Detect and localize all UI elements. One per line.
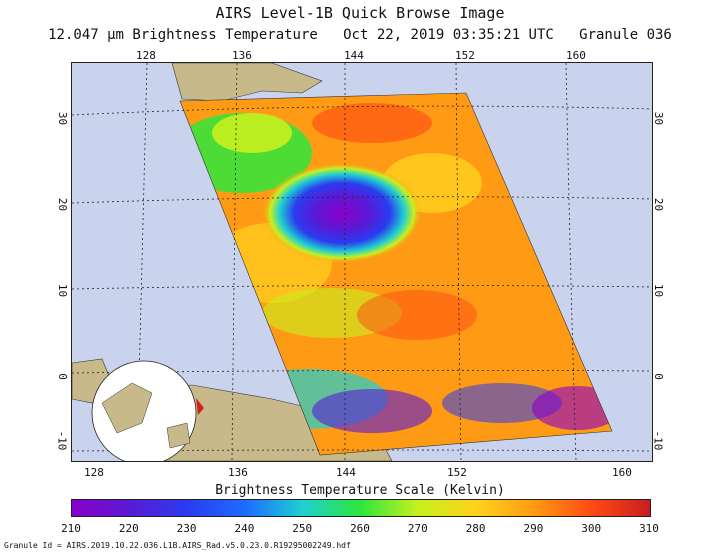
bottom-lon-label: 136 — [228, 466, 248, 479]
bottom-lon-label: 152 — [447, 466, 467, 479]
top-lon-label: 136 — [232, 49, 252, 62]
top-lon-label: 152 — [455, 49, 475, 62]
image-subtitle: 12.047 μm Brightness Temperature Oct 22,… — [48, 27, 672, 43]
typhoon-core — [262, 163, 422, 263]
colorbar-tick-label: 240 — [234, 522, 255, 535]
colorbar-tick-label: 300 — [581, 522, 602, 535]
temperature-colorbar — [71, 499, 651, 517]
bottom-lon-label: 144 — [336, 466, 356, 479]
colorbar-tick-label: 220 — [118, 522, 139, 535]
colorbar-tick-label: 310 — [639, 522, 659, 535]
top-lon-label: 144 — [344, 49, 364, 62]
colorbar-tick-label: 290 — [523, 522, 544, 535]
left-lat-label: 30 — [56, 111, 70, 126]
bottom-lon-label: 160 — [612, 466, 632, 479]
colorbar-tick-label: 260 — [350, 522, 370, 535]
image-title: AIRS Level-1B Quick Browse Image — [215, 4, 505, 22]
left-lat-label: -10 — [55, 430, 69, 451]
top-lon-label: 128 — [136, 49, 156, 62]
bottom-lon-label: 128 — [84, 466, 104, 479]
right-lat-label: 10 — [652, 283, 666, 298]
brightness-temperature-map — [71, 62, 653, 462]
right-lat-label: 30 — [652, 111, 666, 126]
left-lat-label: 0 — [55, 373, 69, 380]
left-lat-label: 10 — [56, 283, 70, 298]
inset-globe — [91, 360, 204, 461]
map-canvas — [72, 63, 652, 461]
colorbar-tick-label: 280 — [465, 522, 486, 535]
colorbar-tick-label: 230 — [176, 522, 197, 535]
color-scale-title: Brightness Temperature Scale (Kelvin) — [215, 483, 505, 498]
top-lon-label: 160 — [566, 49, 586, 62]
right-lat-label: -10 — [651, 430, 665, 451]
swath-location-marker — [196, 398, 204, 415]
granule-id: Granule Id = AIRS.2019.10.22.036.L1B.AIR… — [4, 541, 351, 550]
right-lat-label: 20 — [652, 197, 666, 212]
colorbar-tick-label: 270 — [407, 522, 428, 535]
japan-landmass — [171, 63, 323, 102]
right-lat-label: 0 — [651, 373, 665, 380]
left-lat-label: 20 — [56, 197, 70, 212]
colorbar-tick-label: 210 — [61, 522, 81, 535]
colorbar-tick-label: 250 — [292, 522, 313, 535]
